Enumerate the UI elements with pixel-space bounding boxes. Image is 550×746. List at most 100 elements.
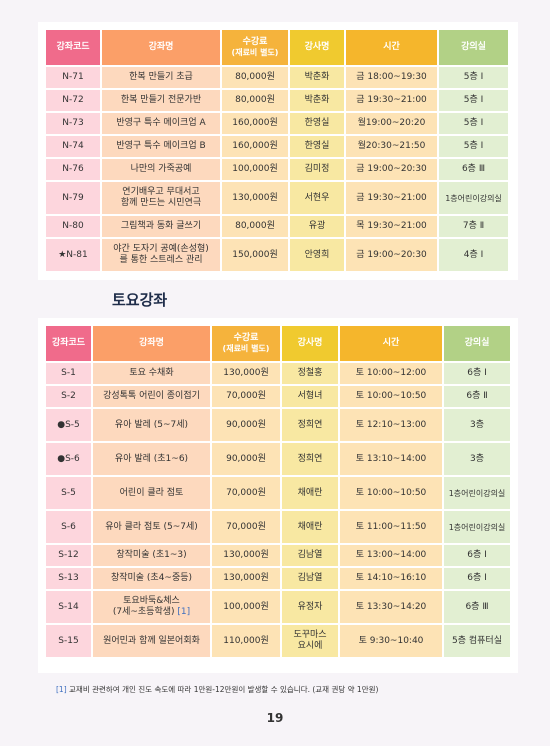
course-instructor: 김남열 (282, 568, 338, 589)
saturday-table-card: 강좌코드 강좌명 수강료 (재료비 별도) 강사명 시간 강의실 S-1 토요 수… (38, 318, 518, 673)
header-fee-sub: (재료비 별도) (231, 48, 279, 57)
course-name: 유아 발레 (5~7세) (93, 409, 210, 441)
course-code: N-72 (46, 90, 100, 111)
course-name-line2: 를 통한 스트레스 관리 (119, 255, 203, 265)
course-code: N-80 (46, 216, 100, 237)
course-instructor: 채애란 (282, 477, 338, 509)
course-name: 강성톡톡 어린이 종이접기 (93, 386, 210, 407)
header-fee-sub: (재료비 별도) (222, 344, 270, 353)
course-time: 월20:30~21:50 (346, 136, 437, 157)
course-name: 토요바둑&체스 (7세~초등학생) [1] (93, 591, 210, 623)
course-room: 6층 Ⅲ (444, 591, 510, 623)
course-instructor: 서현우 (290, 182, 344, 214)
course-time: 금 19:00~20:30 (346, 159, 437, 180)
course-room: 5층 I (439, 90, 508, 111)
course-time: 토 13:10~14:00 (340, 443, 442, 475)
table-row: ★N-81 야간 도자기 공예(손성형) 를 통한 스트레스 관리 150,000… (46, 239, 508, 271)
course-time: 토 12:10~13:00 (340, 409, 442, 441)
course-name-line1: 연기배우고 무대서고 (122, 187, 200, 197)
course-fee: 80,000원 (222, 90, 288, 111)
course-time: 토 13:30~14:20 (340, 591, 442, 623)
course-name: 야간 도자기 공예(손성형) 를 통한 스트레스 관리 (102, 239, 220, 271)
course-code: S-1 (46, 363, 91, 384)
course-time: 월19:00~20:20 (346, 113, 437, 134)
saturday-course-table: 강좌코드 강좌명 수강료 (재료비 별도) 강사명 시간 강의실 S-1 토요 수… (44, 324, 512, 659)
course-code: N-71 (46, 67, 100, 88)
page-number: 19 (266, 711, 284, 725)
course-name-line2: (7세~초등학생) (112, 607, 175, 617)
footnote-marker: [1] (56, 685, 67, 694)
course-room: 4층 I (439, 239, 508, 271)
course-room: 1층어린이강의실 (444, 477, 510, 509)
header-course-code: 강좌코드 (46, 30, 100, 65)
course-instructor: 박춘화 (290, 90, 344, 111)
course-name: 그림책과 동화 글쓰기 (102, 216, 220, 237)
table-header-row: 강좌코드 강좌명 수강료 (재료비 별도) 강사명 시간 강의실 (46, 326, 510, 361)
course-room: 6층 I (444, 363, 510, 384)
weekday-table-card: 강좌코드 강좌명 수강료 (재료비 별도) 강사명 시간 강의실 N-71 한복 … (38, 22, 518, 280)
course-name: 연기배우고 무대서고 함께 만드는 시민연극 (102, 182, 220, 214)
course-name: 유아 클라 점토 (5~7세) (93, 511, 210, 543)
table-row: S-13 창작미술 (초4~중등) 130,000원 김남열 토 14:10~1… (46, 568, 510, 589)
course-fee: 90,000원 (212, 409, 280, 441)
table-row: N-80 그림책과 동화 글쓰기 80,000원 유광 목 19:30~21:0… (46, 216, 508, 237)
header-time: 시간 (346, 30, 437, 65)
header-fee: 수강료 (재료비 별도) (222, 30, 288, 65)
course-room: 1층어린이강의실 (439, 182, 508, 214)
course-fee: 100,000원 (212, 591, 280, 623)
course-name: 반영구 특수 메이크업 B (102, 136, 220, 157)
course-fee: 130,000원 (222, 182, 288, 214)
course-name: 어린이 클라 점토 (93, 477, 210, 509)
header-fee-label: 수강료 (233, 333, 259, 343)
course-instructor: 유광 (290, 216, 344, 237)
course-name: 유아 발레 (초1~6) (93, 443, 210, 475)
course-name: 토요 수채화 (93, 363, 210, 384)
course-name: 반영구 특수 메이크업 A (102, 113, 220, 134)
footnote-marker: [1] (177, 607, 191, 617)
course-code: S-6 (46, 511, 91, 543)
course-fee: 70,000원 (212, 511, 280, 543)
course-instructor: 정희연 (282, 443, 338, 475)
table-row: N-74 반영구 특수 메이크업 B 160,000원 한영실 월20:30~2… (46, 136, 508, 157)
course-room: 1층어린이강의실 (444, 511, 510, 543)
course-code: N-79 (46, 182, 100, 214)
course-name: 원어민과 함께 일본어회화 (93, 625, 210, 657)
course-time: 토 10:00~10:50 (340, 477, 442, 509)
course-instructor: 한영실 (290, 113, 344, 134)
course-instructor: 정희연 (282, 409, 338, 441)
header-course-name: 강좌명 (102, 30, 220, 65)
course-room: 3층 (444, 443, 510, 475)
course-name: 한복 만들기 전문가반 (102, 90, 220, 111)
course-time: 토 10:00~12:00 (340, 363, 442, 384)
course-name: 나만의 가죽공예 (102, 159, 220, 180)
table-row: N-72 한복 만들기 전문가반 80,000원 박춘화 금 19:30~21:… (46, 90, 508, 111)
course-time: 토 11:00~11:50 (340, 511, 442, 543)
course-fee: 130,000원 (212, 568, 280, 589)
course-name-line1: 야간 도자기 공예(손성형) (113, 244, 209, 254)
course-room: 5층 I (439, 67, 508, 88)
table-row: S-14 토요바둑&체스 (7세~초등학생) [1] 100,000원 유정자 토… (46, 591, 510, 623)
header-room: 강의실 (439, 30, 508, 65)
course-room: 5층 I (439, 113, 508, 134)
header-course-name: 강좌명 (93, 326, 210, 361)
course-name-line2: 함께 만드는 시민연극 (120, 198, 202, 208)
header-fee: 수강료 (재료비 별도) (212, 326, 280, 361)
course-instructor: 한영실 (290, 136, 344, 157)
course-code: S-13 (46, 568, 91, 589)
course-fee: 130,000원 (212, 545, 280, 566)
course-room: 5층 컴퓨터실 (444, 625, 510, 657)
course-fee: 70,000원 (212, 477, 280, 509)
course-time: 토 13:00~14:00 (340, 545, 442, 566)
course-room: 6층 I (444, 545, 510, 566)
course-instructor: 채애란 (282, 511, 338, 543)
course-name: 창작미술 (초4~중등) (93, 568, 210, 589)
course-fee: 70,000원 (212, 386, 280, 407)
table-row: S-12 창작미술 (초1~3) 130,000원 김남열 토 13:00~14… (46, 545, 510, 566)
header-time: 시간 (340, 326, 442, 361)
header-course-code: 강좌코드 (46, 326, 91, 361)
instructor-line2: 요시에 (297, 641, 323, 651)
section-title-saturday: 토요강좌 (112, 291, 168, 309)
instructor-line1: 도꾸마스 (293, 630, 327, 640)
course-time: 토 14:10~16:10 (340, 568, 442, 589)
course-room: 3층 (444, 409, 510, 441)
